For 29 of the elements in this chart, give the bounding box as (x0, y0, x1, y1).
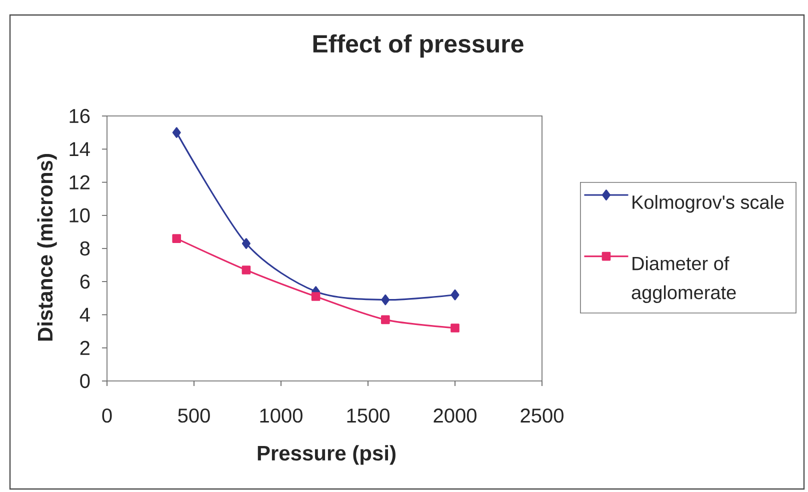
legend-label: Diameter of agglomerate (632, 256, 736, 304)
point (242, 238, 250, 249)
point (381, 294, 390, 306)
y-tick-label: 6 (80, 274, 90, 289)
point (450, 289, 460, 300)
y-tick-label: 2 (80, 340, 90, 355)
legend-label: Kolmogrov's scale (632, 195, 784, 213)
x-tick-label: 2500 (520, 408, 564, 423)
y-tick-label: 10 (70, 208, 90, 222)
y-tick-label: 14 (70, 142, 90, 156)
point (172, 234, 182, 243)
point (172, 127, 181, 138)
chart-title: Effect of pressure (313, 34, 524, 58)
point (242, 266, 251, 274)
x-tick-label: 1000 (260, 408, 302, 423)
y-tick-label: 8 (80, 241, 90, 256)
point (381, 315, 390, 324)
x-tick-label: 0 (102, 408, 112, 423)
x-tick-label: 500 (178, 408, 210, 423)
y-tick-label: 0 (80, 374, 90, 388)
y-tick-label: 4 (80, 308, 90, 322)
point (450, 324, 460, 332)
x-axis-title: Pressure (psi) (258, 445, 396, 465)
x-tick-label: 2000 (434, 408, 476, 423)
y-tick-label: 12 (70, 175, 90, 190)
point (311, 292, 320, 301)
x-tick-label: 1500 (347, 408, 390, 423)
y-tick-label: 16 (70, 108, 90, 124)
y-axis-title: Distance (microns) (37, 154, 57, 341)
